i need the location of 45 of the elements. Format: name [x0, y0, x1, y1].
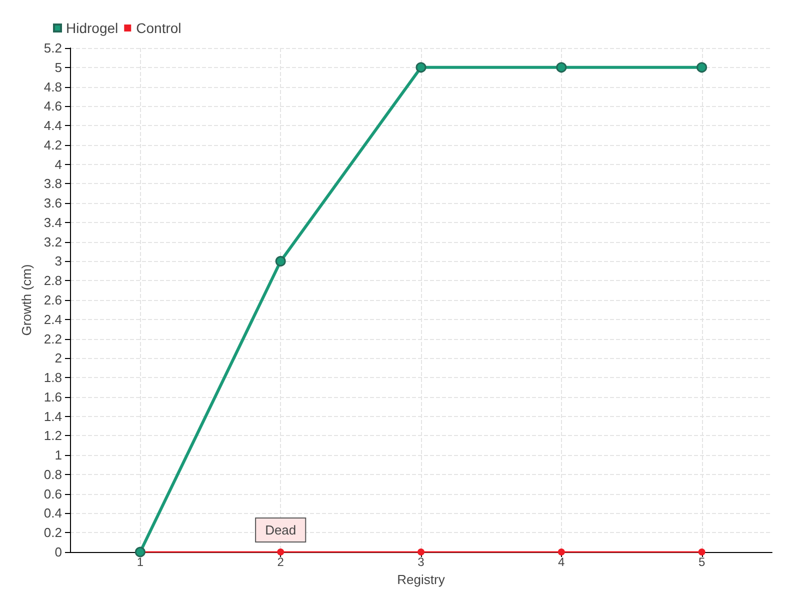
y-tick-label: 3.4 [44, 214, 62, 230]
point [277, 548, 284, 556]
x-tick-label: 1 [136, 555, 144, 569]
x-axis-title: Registry [397, 572, 446, 587]
x-tick-label: 5 [698, 555, 706, 569]
y-tick-label: 4 [54, 156, 62, 172]
y-tick-label: 1.8 [44, 370, 62, 386]
y-tick-label: 4.2 [44, 137, 62, 152]
annotation: Dead [265, 522, 296, 538]
point [275, 256, 286, 266]
y-tick-label: 2.2 [44, 331, 62, 346]
point [558, 548, 565, 556]
y-tick-label: 0.6 [44, 486, 62, 502]
y-tick-label: 0.4 [44, 506, 62, 521]
y-axis-title: Growth (cm) [19, 264, 34, 336]
x-tick-label: 2 [277, 555, 284, 569]
y-tick-label: 5.2 [44, 40, 62, 56]
legend-label: Hidrogel [66, 20, 118, 36]
y-tick-label: 4.6 [44, 98, 62, 114]
y-tick-label: 2 [54, 350, 62, 366]
y-tick-label: 3 [54, 254, 62, 269]
y-tick-label: 2.6 [44, 292, 62, 308]
point [416, 62, 426, 73]
legend-label: Control [136, 20, 182, 36]
point [418, 548, 424, 556]
point [698, 548, 706, 556]
point [556, 62, 567, 73]
point [696, 62, 708, 73]
y-tick-label: 3.2 [44, 234, 62, 250]
y-tick-label: 0.2 [44, 525, 62, 540]
y-tick-label: 1.6 [44, 389, 62, 404]
y-tick-label: 1.4 [44, 408, 62, 424]
y-tick-label: 1 [54, 448, 62, 463]
x-tick-label: 3 [418, 555, 425, 569]
y-tick-label: 4.8 [44, 79, 62, 94]
y-tick-label: 3.6 [44, 196, 62, 211]
y-tick-label: 2.8 [44, 273, 62, 288]
y-tick-label: 5 [54, 60, 62, 75]
y-tick-label: 1.2 [44, 428, 62, 444]
y-tick-label: 4.4 [44, 118, 62, 134]
y-tick-label: 2.4 [44, 312, 62, 327]
y-tick-label: 3.8 [44, 176, 62, 192]
y-tick-label: 0 [54, 544, 62, 560]
y-tick-label: 0.8 [44, 466, 62, 482]
x-tick-label: 4 [558, 555, 566, 569]
